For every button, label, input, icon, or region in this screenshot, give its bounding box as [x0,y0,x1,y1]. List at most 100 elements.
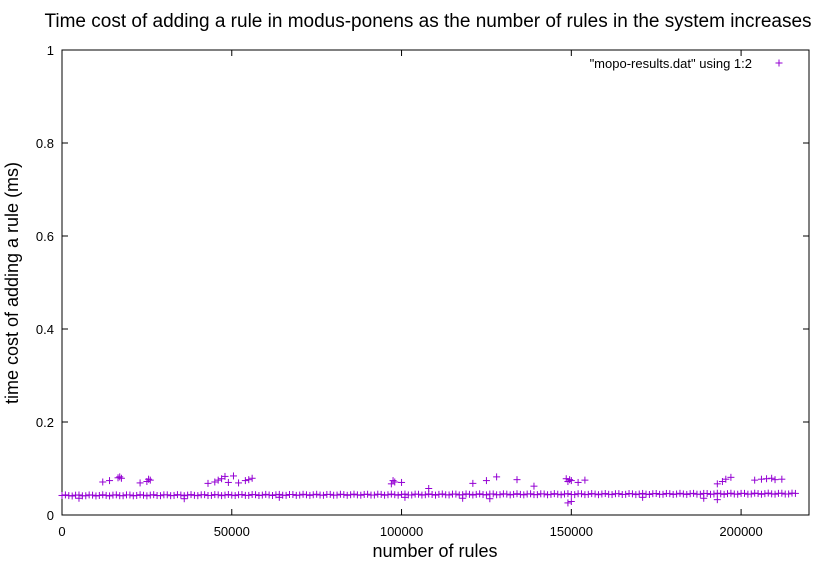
data-point [133,491,141,499]
data-point [136,479,144,487]
data-point [683,490,691,498]
data-point [95,491,103,499]
x-tick-label: 150000 [550,524,593,539]
x-axis-ticks: 0 50000 100000 150000 200000 [58,50,763,539]
data-point [214,491,222,499]
data-point [364,490,372,498]
data-point [696,490,704,498]
data-point [211,478,219,486]
data-point [340,491,348,499]
y-tick-label: 0.6 [36,229,54,244]
data-point [370,491,378,499]
data-point [503,490,511,498]
data-point [489,490,497,498]
data-point [75,494,83,502]
data-point [229,472,237,480]
data-point [99,491,107,499]
data-point [571,491,579,499]
data-point [126,491,134,499]
data-point [459,494,467,502]
data-points [58,472,799,507]
data-point [720,490,728,498]
data-point [394,491,402,499]
data-point [432,491,439,499]
legend-marker-plus [775,59,783,67]
data-point [713,480,721,488]
data-point [143,492,151,500]
data-point [513,490,521,498]
data-point [194,492,202,500]
data-point [740,489,748,497]
data-point [493,473,501,481]
legend: "mopo-results.dat" using 1:2 [590,56,783,71]
x-axis-title: number of rules [372,541,497,561]
y-tick-label: 0 [47,508,54,523]
data-point [384,491,392,499]
data-point [472,490,480,498]
data-point [578,490,586,498]
data-point [452,490,460,498]
data-point [533,491,541,499]
data-point [119,492,127,500]
data-point [540,490,548,498]
data-point [584,490,592,498]
data-point [289,491,297,499]
data-point [241,477,249,485]
data-point [757,490,765,498]
data-point [245,476,253,484]
data-point [608,491,616,499]
data-point [177,491,185,499]
data-point [445,491,453,499]
data-point [221,472,229,480]
data-point [306,491,314,499]
data-point [408,491,416,499]
data-point [204,479,212,487]
data-point [713,489,721,497]
data-point [594,491,602,499]
data-point [520,491,528,499]
data-point [428,491,436,499]
x-tick-label: 0 [58,524,65,539]
data-point [117,474,125,482]
data-point [554,490,562,498]
data-point [564,490,572,498]
data-point [275,493,283,501]
data-point [771,476,779,484]
data-point [727,489,735,497]
data-point [221,491,229,499]
data-point [482,491,490,499]
data-point [639,493,647,501]
data-point [710,490,718,498]
data-point [343,491,351,499]
data-point [68,492,76,500]
data-point [778,489,786,497]
data-point [557,491,565,499]
data-point [401,493,409,501]
data-point [262,490,270,498]
data-point [282,491,290,499]
plot-border [61,49,810,516]
y-tick-label: 1 [47,43,54,58]
data-point [207,491,215,499]
y-tick-label: 0.2 [36,415,54,430]
data-point [106,492,114,500]
data-point [150,491,158,499]
data-point [245,491,253,499]
data-point [258,491,266,499]
data-point [116,473,124,481]
data-point [377,490,385,498]
data-point [99,478,107,486]
data-point [778,475,786,483]
data-point [510,490,518,498]
data-point [567,477,575,485]
data-point [476,490,484,498]
y-tick-label: 0.4 [36,322,54,337]
data-point [530,482,538,490]
data-point [747,490,755,498]
data-point [659,490,667,498]
data-point [218,492,226,500]
data-point [547,490,555,498]
data-point [438,490,446,498]
data-point [82,492,90,500]
data-point [136,491,144,499]
